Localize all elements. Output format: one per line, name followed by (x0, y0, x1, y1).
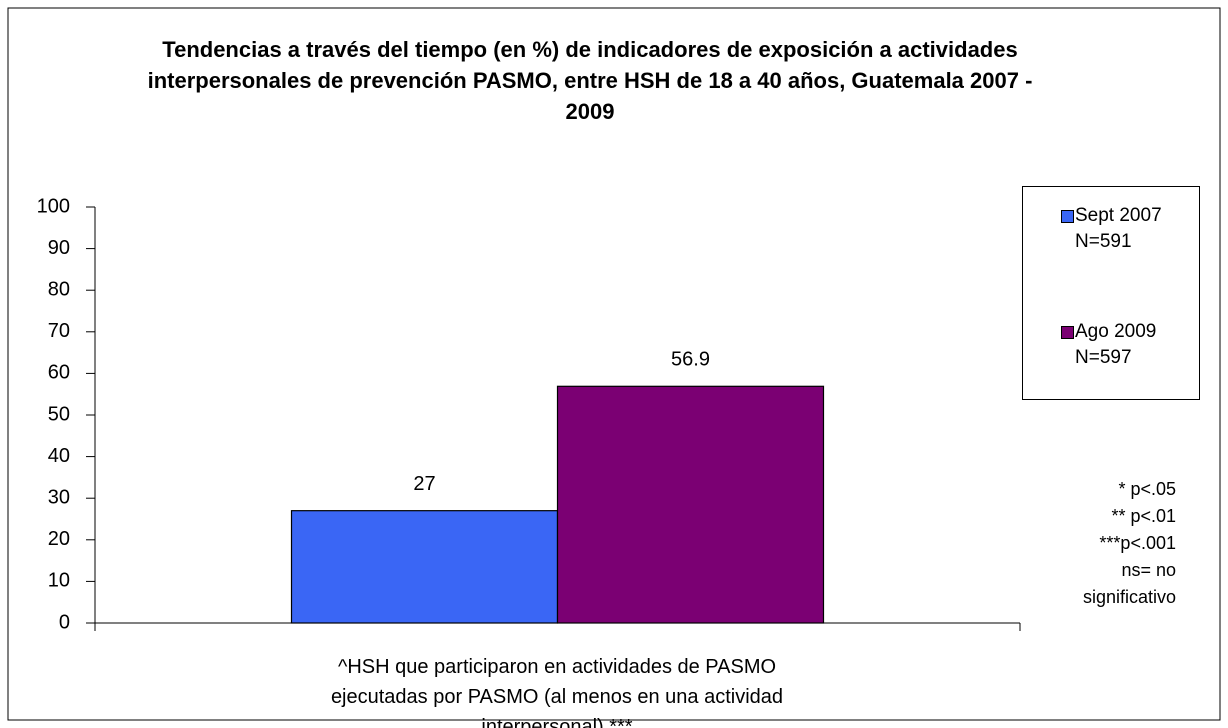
annotation: ***p<.001 (1099, 533, 1176, 553)
data-label: 56.9 (671, 349, 710, 371)
y-tick-label: 50 (48, 403, 70, 425)
bar (556, 385, 825, 624)
y-tick-label: 20 (48, 528, 70, 550)
annotation: * p<.05 (1118, 479, 1176, 499)
annotation: ** p<.01 (1111, 506, 1176, 526)
x-tick-label: ^HSH que participaron en actividades de … (330, 656, 784, 728)
y-tick-label: 30 (48, 486, 70, 508)
y-tick-label: 40 (48, 445, 70, 467)
legend-label: Ago 2009 N=597 (1075, 321, 1157, 368)
legend-item: Sept 2007 N=591 (1061, 203, 1211, 255)
y-tick-label: 70 (48, 320, 70, 342)
annotation: ns= no significativo (1082, 560, 1176, 607)
y-tick-label: 100 (37, 195, 70, 217)
y-tick-label: 60 (48, 362, 70, 384)
legend-item: Ago 2009 N=597 (1061, 319, 1211, 371)
y-tick-label: 90 (48, 237, 70, 259)
frame (7, 7, 1221, 721)
y-tick-label: 10 (48, 570, 70, 592)
notes: * p<.05 ** p<.01 ***p<.001 ns= no significa… (1040, 476, 1176, 611)
legend-swatch (1061, 326, 1074, 339)
legend-label: Sept 2007 N=591 (1075, 205, 1162, 252)
legend: Sept 2007 N=591 Ago 2009 N=597 (1022, 186, 1200, 400)
y-tick-label: 0 (59, 611, 70, 633)
bar (290, 510, 559, 624)
chart-title: Tendencias a través del tiempo (en %) de… (147, 37, 1033, 124)
data-label: 27 (413, 473, 435, 495)
y-tick-label: 80 (48, 278, 70, 300)
legend-swatch (1061, 210, 1074, 223)
